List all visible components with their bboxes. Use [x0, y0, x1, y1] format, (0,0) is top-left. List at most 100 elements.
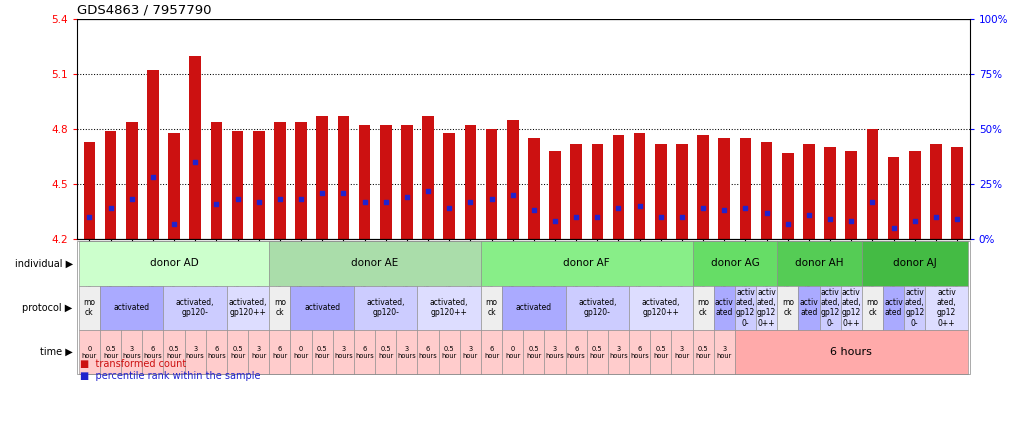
Text: activated,
gp120++: activated, gp120++ [641, 298, 680, 317]
Text: activated: activated [516, 303, 552, 312]
Bar [401, 125, 412, 239]
Text: 3
hour: 3 hour [251, 346, 266, 359]
Bar [189, 56, 202, 239]
Point [568, 214, 584, 220]
Point [483, 196, 499, 203]
Text: 0
hour: 0 hour [505, 346, 521, 359]
Text: activ
ated: activ ated [715, 298, 733, 317]
Point [611, 205, 627, 212]
Bar [104, 131, 117, 239]
Bar [316, 116, 328, 239]
Bar [613, 135, 624, 239]
Point [780, 220, 796, 227]
Text: 3
hours: 3 hours [609, 346, 628, 359]
Text: activated,
gp120++: activated, gp120++ [229, 298, 267, 317]
Bar [380, 125, 392, 239]
Point [187, 159, 204, 165]
Text: activated,
gp120-: activated, gp120- [176, 298, 215, 317]
Text: mo
ck: mo ck [866, 298, 879, 317]
Text: 6
hours: 6 hours [207, 346, 226, 359]
Text: 3
hour: 3 hour [717, 346, 731, 359]
Point [843, 218, 859, 225]
Bar [168, 133, 180, 239]
Text: donor AH: donor AH [795, 258, 844, 268]
Point [631, 203, 648, 209]
Bar [549, 151, 561, 239]
Bar [951, 147, 963, 239]
Bar [486, 129, 497, 239]
Text: mo
ck: mo ck [274, 298, 285, 317]
Text: 6
hours: 6 hours [143, 346, 163, 359]
Point [526, 207, 542, 214]
Text: ■  percentile rank within the sample: ■ percentile rank within the sample [80, 371, 260, 382]
Point [81, 214, 97, 220]
Point [462, 198, 479, 205]
Text: donor AE: donor AE [352, 258, 399, 268]
Point [653, 214, 669, 220]
Text: 0.5
hour: 0.5 hour [442, 346, 457, 359]
Point [314, 190, 330, 196]
Point [377, 198, 394, 205]
Point [272, 196, 288, 203]
Point [547, 218, 564, 225]
Bar [930, 144, 942, 239]
Text: 0.5
hour: 0.5 hour [379, 346, 393, 359]
Bar [782, 153, 794, 239]
Text: 0.5
hour: 0.5 hour [589, 346, 605, 359]
Text: activ
ated,
gp12
0++: activ ated, gp12 0++ [937, 288, 957, 328]
Bar [634, 133, 646, 239]
Bar [232, 131, 243, 239]
Bar [359, 125, 370, 239]
Text: donor AJ: donor AJ [893, 258, 937, 268]
Text: 3
hours: 3 hours [545, 346, 565, 359]
Bar [422, 116, 434, 239]
Point [293, 196, 309, 203]
Bar [528, 138, 540, 239]
Text: 0.5
hour: 0.5 hour [230, 346, 246, 359]
Text: activ
ated,
gp12
0-: activ ated, gp12 0- [905, 288, 925, 328]
Point [209, 201, 225, 207]
Text: 3
hours: 3 hours [398, 346, 416, 359]
Text: 6
hours: 6 hours [630, 346, 649, 359]
Text: activated: activated [114, 303, 149, 312]
Point [399, 194, 415, 201]
Text: 6 hours: 6 hours [831, 347, 873, 357]
Bar [84, 142, 95, 239]
Point [821, 216, 838, 222]
Text: mo
ck: mo ck [782, 298, 794, 317]
Point [695, 205, 711, 212]
Text: 0.5
hour: 0.5 hour [654, 346, 668, 359]
Bar [909, 151, 921, 239]
Point [738, 205, 754, 212]
Text: 0.5
hour: 0.5 hour [103, 346, 119, 359]
Point [906, 218, 923, 225]
Text: 3
hours: 3 hours [186, 346, 205, 359]
Text: activ
ated,
gp12
0++: activ ated, gp12 0++ [757, 288, 776, 328]
Text: 0.5
hour: 0.5 hour [526, 346, 541, 359]
Point [589, 214, 606, 220]
Point [419, 187, 436, 194]
Text: 0
hour: 0 hour [82, 346, 97, 359]
Text: 0.5
hour: 0.5 hour [167, 346, 182, 359]
Bar [888, 157, 899, 239]
Text: donor AD: donor AD [149, 258, 198, 268]
Bar [464, 125, 476, 239]
Bar [591, 144, 604, 239]
Bar [443, 133, 455, 239]
Bar [571, 144, 582, 239]
Bar [845, 151, 857, 239]
Point [864, 198, 881, 205]
Text: 6
hour: 6 hour [484, 346, 499, 359]
Point [336, 190, 352, 196]
Bar [126, 122, 137, 239]
Text: mo
ck: mo ck [486, 298, 497, 317]
Bar [825, 147, 836, 239]
Text: 3
hour: 3 hour [674, 346, 690, 359]
Point [674, 214, 691, 220]
Point [251, 198, 267, 205]
Text: 6
hours: 6 hours [355, 346, 374, 359]
Bar [866, 129, 879, 239]
Point [928, 214, 944, 220]
Text: activ
ated,
gp12
0-: activ ated, gp12 0- [820, 288, 840, 328]
Bar [506, 120, 519, 239]
